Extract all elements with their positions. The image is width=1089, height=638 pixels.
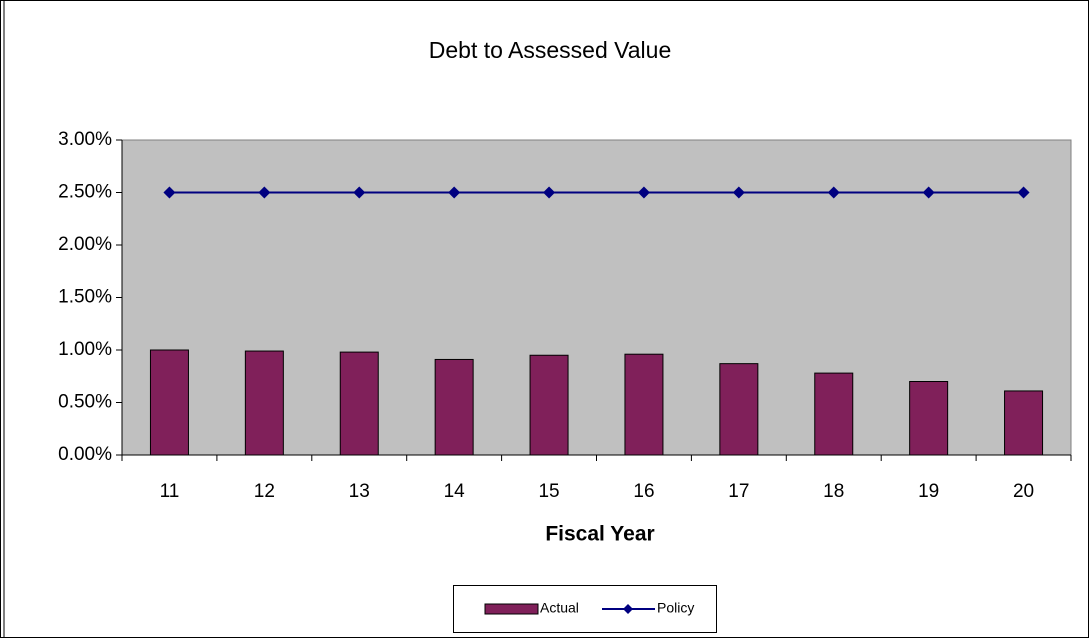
bar (434, 358, 474, 456)
marker (732, 186, 745, 199)
y-tick-label: 0.50% (58, 392, 112, 413)
x-tick-label: 14 (444, 481, 466, 502)
marker (827, 186, 840, 199)
marker (258, 186, 271, 199)
bar (244, 350, 284, 456)
bar (624, 353, 664, 456)
y-tick-label: 2.00% (58, 234, 112, 255)
bar (719, 363, 759, 456)
bar (149, 349, 189, 456)
bar (1004, 390, 1044, 456)
x-tick-label: 15 (538, 481, 559, 502)
chart-title: Debt to Assessed Value (429, 37, 672, 63)
x-tick-label: 20 (1013, 481, 1034, 502)
marker (637, 186, 650, 199)
x-tick-label: 19 (918, 481, 939, 502)
legend-marker (623, 604, 633, 614)
x-tick-label: 17 (728, 481, 749, 502)
marker (448, 186, 461, 199)
y-tick-label: 2.50% (58, 182, 112, 203)
legend-swatch (484, 603, 539, 615)
x-tick-label: 12 (254, 481, 275, 502)
x-tick-label: 18 (823, 481, 844, 502)
x-tick-label: 16 (633, 481, 654, 502)
marker (163, 186, 176, 199)
marker (353, 186, 366, 199)
y-tick-label: 1.00% (58, 339, 112, 360)
x-axis-title: Fiscal Year (545, 523, 654, 546)
marker (1017, 186, 1030, 199)
bar (339, 351, 379, 456)
marker (922, 186, 935, 199)
bar (529, 354, 569, 456)
y-tick-label: 1.50% (58, 287, 112, 308)
marker (543, 186, 556, 199)
y-tick-label: 3.00% (58, 129, 112, 150)
x-tick-label: 13 (349, 481, 370, 502)
x-tick-label: 11 (160, 481, 180, 502)
legend-label: Actual (540, 600, 579, 616)
bar (909, 381, 949, 456)
bar (814, 372, 854, 456)
legend-label: Policy (657, 600, 694, 616)
y-tick-label: 0.00% (58, 444, 112, 465)
